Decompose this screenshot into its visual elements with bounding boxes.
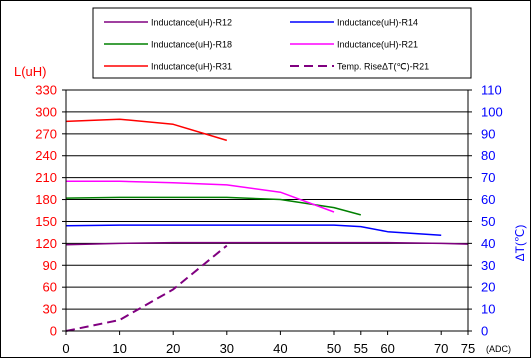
y-left-tick-label: 180 xyxy=(35,192,57,207)
y-right-tick-label: 80 xyxy=(481,148,495,163)
y-right-tick-label: 20 xyxy=(481,280,495,295)
y-left-tick-label: 150 xyxy=(35,214,57,229)
series-line-6 xyxy=(65,244,228,332)
y-right-axis-title: ΔT(℃) xyxy=(513,225,527,262)
x-axis-title: (ADC) xyxy=(486,344,511,354)
legend: Inductance(uH)-R12 Inductance(uH)-R14 Indu… xyxy=(92,7,472,79)
series-line-2 xyxy=(65,224,442,237)
x-tick-label: 10 xyxy=(112,341,126,356)
y-left-tick-label: 210 xyxy=(35,170,57,185)
series-line-4 xyxy=(66,180,335,213)
legend-label: Inductance(uH)-R18 xyxy=(151,40,232,50)
y-right-tick-label: 10 xyxy=(481,302,495,317)
series-line-3 xyxy=(65,196,361,216)
x-tick-label: 50 xyxy=(327,341,341,356)
x-tick-label: 60 xyxy=(380,341,394,356)
legend-label: Inductance(uH)-R14 xyxy=(337,18,418,28)
y-left-tick-label: 240 xyxy=(35,148,57,163)
x-tick-label: 70 xyxy=(434,341,448,356)
plot-background xyxy=(66,90,468,331)
legend-label: Inductance(uH)-R12 xyxy=(151,18,232,28)
x-tick-label: 55 xyxy=(354,341,368,356)
y-left-tick-label: 270 xyxy=(35,126,57,141)
y-left-tick-label: 120 xyxy=(35,236,57,251)
y-left-axis-title: L(uH) xyxy=(14,64,47,79)
legend-label: Temp. RiseΔT(℃)-R21 xyxy=(337,62,429,72)
y-left-tick-label: 300 xyxy=(35,104,57,119)
series-line-1 xyxy=(65,241,469,246)
y-right-tick-label: 0 xyxy=(481,324,488,339)
x-tick-label: 30 xyxy=(220,341,234,356)
axes: 0306090120150180210240270300330010203040… xyxy=(35,83,502,357)
legend-label: Inductance(uH)-R31 xyxy=(151,62,232,72)
plot-area xyxy=(66,90,468,331)
x-tick-label: 75 xyxy=(461,341,475,356)
legend-label: Inductance(uH)-R21 xyxy=(337,40,418,50)
y-right-tick-label: 100 xyxy=(481,104,503,119)
y-right-tick-label: 110 xyxy=(481,83,502,98)
y-right-tick-label: 40 xyxy=(481,236,495,251)
y-right-tick-label: 90 xyxy=(481,126,495,141)
legend-box xyxy=(92,7,472,79)
y-left-tick-label: 330 xyxy=(35,83,57,98)
x-tick-label: 0 xyxy=(62,341,69,356)
y-right-tick-label: 50 xyxy=(481,214,495,229)
series-layer xyxy=(65,118,469,332)
y-right-tick-label: 70 xyxy=(481,170,495,185)
y-left-tick-label: 30 xyxy=(43,302,57,317)
x-tick-label: 40 xyxy=(273,341,287,356)
y-left-tick-label: 0 xyxy=(50,324,57,339)
y-right-tick-label: 30 xyxy=(481,258,495,273)
y-left-tick-label: 90 xyxy=(43,258,57,273)
series-line-5 xyxy=(65,118,228,142)
x-tick-label: 20 xyxy=(166,341,180,356)
y-right-tick-label: 60 xyxy=(481,192,495,207)
axis-labels: L(uH) ΔT(℃) (ADC) xyxy=(14,64,527,354)
y-left-tick-label: 60 xyxy=(43,280,57,295)
